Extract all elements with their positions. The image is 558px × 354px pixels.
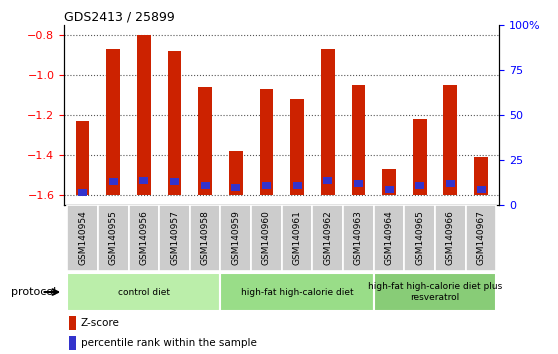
Bar [384, 185, 393, 193]
Text: GSM140961: GSM140961 [292, 211, 302, 266]
Bar [435, 205, 466, 271]
Bar [140, 177, 148, 184]
Text: high-fat high-calorie diet: high-fat high-calorie diet [241, 287, 353, 297]
Text: GSM140960: GSM140960 [262, 211, 271, 266]
Text: GSM140959: GSM140959 [232, 211, 240, 266]
Bar [292, 182, 301, 189]
Bar [220, 273, 374, 311]
Bar [405, 205, 435, 271]
Bar [76, 121, 89, 195]
Bar [229, 151, 243, 195]
Bar [312, 205, 343, 271]
Bar [352, 85, 365, 195]
Text: GSM140962: GSM140962 [323, 211, 332, 265]
Bar [67, 205, 98, 271]
Bar [290, 99, 304, 195]
Bar [444, 85, 457, 195]
Text: GSM140954: GSM140954 [78, 211, 87, 265]
Bar [69, 336, 76, 350]
Bar [343, 205, 374, 271]
Text: GSM140956: GSM140956 [140, 211, 148, 266]
Bar [466, 205, 497, 271]
Text: GSM140967: GSM140967 [477, 211, 485, 266]
Bar [78, 189, 87, 196]
Text: GSM140958: GSM140958 [201, 211, 210, 266]
Bar [474, 157, 488, 195]
Bar [323, 177, 332, 184]
Text: GSM140965: GSM140965 [415, 211, 424, 266]
Text: control diet: control diet [118, 287, 170, 297]
Text: high-fat high-calorie diet plus
resveratrol: high-fat high-calorie diet plus resverat… [368, 282, 502, 302]
Bar [69, 316, 76, 330]
Text: GSM140963: GSM140963 [354, 211, 363, 266]
Text: protocol: protocol [11, 287, 56, 297]
Bar [282, 205, 312, 271]
Bar [170, 178, 179, 185]
Bar [321, 49, 335, 195]
Text: Z-score: Z-score [81, 318, 119, 328]
Text: GSM140966: GSM140966 [446, 211, 455, 266]
Bar [259, 89, 273, 195]
Bar [159, 205, 190, 271]
Bar [198, 87, 212, 195]
Bar [190, 205, 220, 271]
Bar [232, 184, 240, 191]
Bar [67, 273, 220, 311]
Bar [374, 205, 405, 271]
Bar [220, 205, 251, 271]
Bar [128, 205, 159, 271]
Bar [415, 182, 424, 189]
Bar [201, 182, 210, 189]
Text: GSM140955: GSM140955 [109, 211, 118, 266]
Bar [137, 35, 151, 195]
Bar [98, 205, 128, 271]
Bar [354, 180, 363, 187]
Text: GSM140957: GSM140957 [170, 211, 179, 266]
Text: GDS2413 / 25899: GDS2413 / 25899 [64, 11, 175, 24]
Bar [374, 273, 497, 311]
Bar [167, 51, 181, 195]
Bar [109, 178, 118, 185]
Bar [262, 182, 271, 189]
Text: GSM140964: GSM140964 [384, 211, 393, 265]
Bar [251, 205, 282, 271]
Bar [107, 49, 120, 195]
Bar [382, 169, 396, 195]
Text: percentile rank within the sample: percentile rank within the sample [81, 338, 257, 348]
Bar [477, 185, 485, 193]
Bar [413, 119, 427, 195]
Bar [446, 180, 455, 187]
